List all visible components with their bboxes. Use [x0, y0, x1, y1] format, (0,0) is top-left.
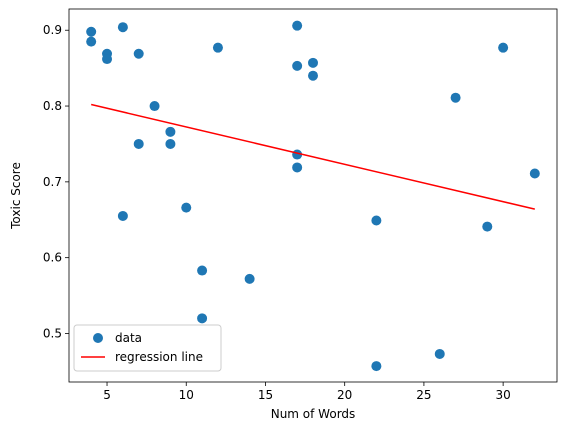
x-tick-label: 15 — [258, 388, 273, 402]
x-axis-label: Num of Words — [271, 407, 356, 421]
data-point — [197, 265, 208, 276]
data-point — [498, 42, 509, 53]
data-point — [165, 138, 176, 149]
data-point — [212, 42, 223, 53]
data-point — [482, 221, 493, 232]
y-tick-label: 0.9 — [43, 23, 62, 37]
data-point — [133, 48, 144, 59]
x-axis-ticks: 5 10 15 20 25 30 — [103, 382, 511, 402]
y-tick-label: 0.7 — [43, 175, 62, 189]
legend-marker-data — [93, 333, 103, 343]
data-point — [371, 361, 382, 372]
plot-frame — [68, 8, 558, 383]
data-point — [149, 101, 160, 112]
legend: data regression line — [73, 324, 222, 372]
legend-box — [73, 324, 222, 372]
data-point — [308, 70, 318, 81]
data-point — [244, 273, 255, 284]
y-tick-label: 0.8 — [43, 99, 62, 113]
y-tick-label: 0.5 — [43, 326, 62, 340]
data-point — [117, 210, 128, 221]
x-tick-label: 30 — [495, 388, 510, 402]
legend-label-regression: regression line — [115, 350, 203, 364]
x-tick-label: 10 — [179, 388, 194, 402]
plot-area — [86, 20, 540, 372]
data-point — [529, 168, 540, 179]
data-point — [165, 126, 176, 137]
legend-label-data: data — [115, 331, 142, 345]
x-tick-label: 20 — [337, 388, 352, 402]
data-point — [292, 20, 303, 31]
data-point — [197, 313, 208, 324]
data-point — [181, 202, 192, 213]
y-axis-ticks: 0.5 0.6 0.7 0.8 0.9 — [43, 23, 69, 340]
data-point — [450, 92, 461, 103]
data-point — [117, 22, 128, 33]
y-tick-label: 0.6 — [43, 251, 62, 265]
data-point — [133, 138, 144, 149]
regression-line — [91, 103, 535, 210]
data-point — [102, 54, 113, 65]
x-tick-label: 5 — [103, 388, 111, 402]
data-point — [371, 215, 382, 226]
x-tick-label: 25 — [416, 388, 431, 402]
data-point — [292, 162, 303, 173]
y-axis-label: Toxic Score — [9, 162, 23, 230]
data-point — [86, 36, 97, 47]
data-point — [308, 57, 318, 68]
data-point — [434, 348, 445, 359]
data-point — [86, 26, 97, 37]
data-point — [292, 60, 303, 71]
